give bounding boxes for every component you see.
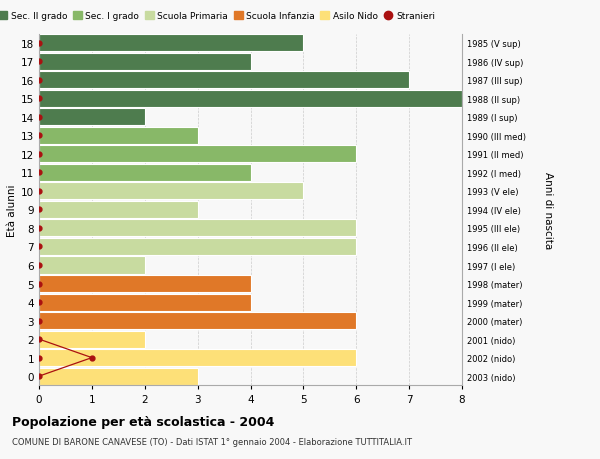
Bar bbox=[39, 128, 197, 145]
Bar bbox=[39, 54, 251, 71]
Text: Popolazione per età scolastica - 2004: Popolazione per età scolastica - 2004 bbox=[12, 415, 274, 428]
Bar bbox=[39, 313, 356, 330]
Bar bbox=[39, 368, 197, 385]
Y-axis label: Anni di nascita: Anni di nascita bbox=[542, 172, 553, 248]
Bar bbox=[39, 202, 197, 218]
Bar bbox=[39, 109, 145, 126]
Bar bbox=[39, 146, 356, 163]
Bar bbox=[39, 275, 251, 292]
Bar bbox=[39, 183, 304, 200]
Bar bbox=[39, 35, 304, 52]
Text: COMUNE DI BARONE CANAVESE (TO) - Dati ISTAT 1° gennaio 2004 - Elaborazione TUTTI: COMUNE DI BARONE CANAVESE (TO) - Dati IS… bbox=[12, 437, 412, 446]
Bar bbox=[39, 349, 356, 366]
Bar bbox=[39, 220, 356, 237]
Bar bbox=[39, 90, 462, 107]
Y-axis label: Età alunni: Età alunni bbox=[7, 184, 17, 236]
Bar bbox=[39, 257, 145, 274]
Bar bbox=[39, 164, 251, 181]
Bar bbox=[39, 72, 409, 89]
Bar bbox=[39, 294, 251, 311]
Bar bbox=[39, 331, 145, 348]
Bar bbox=[39, 239, 356, 256]
Legend: Sec. II grado, Sec. I grado, Scuola Primaria, Scuola Infanzia, Asilo Nido, Stran: Sec. II grado, Sec. I grado, Scuola Prim… bbox=[0, 10, 437, 23]
